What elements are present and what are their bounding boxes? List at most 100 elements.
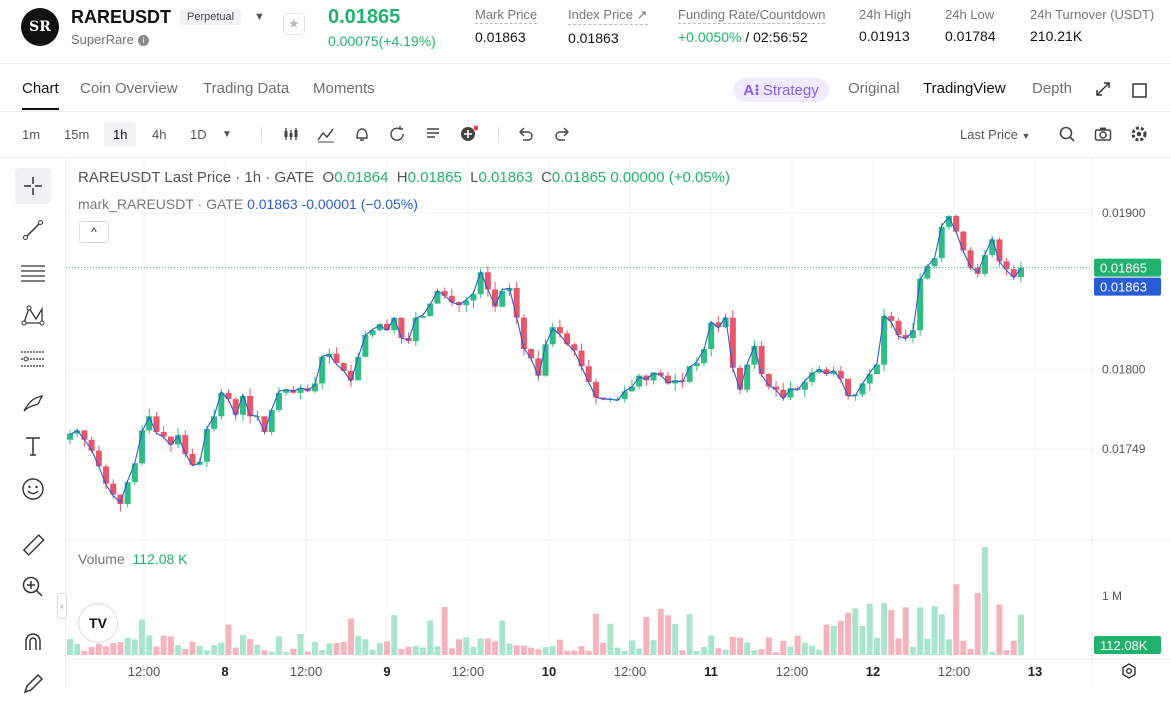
candle-body <box>131 463 138 483</box>
candle-body <box>362 334 369 357</box>
volume-bar <box>117 642 124 655</box>
text-icon[interactable] <box>15 428 51 464</box>
candle-body <box>448 295 455 303</box>
volume-bar <box>139 619 146 655</box>
symbol-title[interactable]: RAREUSDT <box>71 7 172 27</box>
fullscreen-icon[interactable] <box>1132 83 1147 98</box>
horizontal-lines-icon[interactable] <box>15 255 51 291</box>
volume-bar <box>369 649 376 655</box>
trend-line-icon[interactable] <box>15 212 51 248</box>
search-icon[interactable] <box>1058 125 1076 143</box>
timeframe-dropdown-icon[interactable]: ▼ <box>222 129 232 140</box>
countdown-value: / 02:56:52 <box>741 29 808 45</box>
pattern-icon[interactable] <box>15 298 51 334</box>
volume-bar <box>758 649 765 655</box>
tab-moments[interactable]: Moments <box>313 80 375 97</box>
volume-bar <box>189 641 196 655</box>
indicators-icon[interactable] <box>317 125 335 143</box>
candle-body <box>809 372 816 382</box>
candle-body <box>592 381 599 398</box>
add-indicator-icon[interactable] <box>460 125 478 143</box>
stat-value: 0.01863 <box>568 30 619 46</box>
volume-bar <box>275 636 282 655</box>
expand-icon[interactable] <box>1096 82 1110 96</box>
chart-toolbar: 1m 15m 1h 4h 1D ▼ Last Price ▼ <box>0 112 1171 158</box>
candle-body <box>758 345 765 375</box>
volume-bar <box>1003 650 1010 655</box>
volume-bar <box>801 642 808 655</box>
timeframe-4h[interactable]: 4h <box>152 127 167 142</box>
collapse-toolbar-icon[interactable]: ‹ <box>57 593 67 619</box>
favorite-star-icon[interactable]: ★ <box>283 13 305 35</box>
alert-bell-icon[interactable] <box>353 125 371 143</box>
timeframe-15m[interactable]: 15m <box>64 127 90 142</box>
collapse-legend-button[interactable]: ^ <box>79 221 109 243</box>
settings-gear-icon[interactable] <box>1130 125 1148 143</box>
volume-bar <box>88 646 95 655</box>
candle-body <box>110 483 117 495</box>
stat-24h-turnover: 24h Turnover (USDT) 210.21K <box>1030 7 1154 44</box>
tab-trading-data[interactable]: Trading Data <box>203 80 290 97</box>
candle-body <box>398 317 405 339</box>
tab-chart[interactable]: Chart <box>22 80 59 110</box>
mark-legend-change: -0.00001 (−0.05%) <box>301 196 418 212</box>
timeframe-1h[interactable]: 1h <box>104 122 137 147</box>
brush-icon[interactable] <box>15 385 51 421</box>
candle-body <box>103 466 110 484</box>
candle-body <box>744 364 751 390</box>
view-original[interactable]: Original <box>848 80 900 97</box>
volume-bar <box>960 640 967 655</box>
candle-body <box>225 392 232 400</box>
candlestick-chart[interactable]: 0.01900 0.01800 0.01749 12:00 8 12:00 9 12:00 10… <box>66 158 1171 687</box>
view-depth[interactable]: Depth <box>1032 80 1073 97</box>
fib-icon[interactable] <box>15 341 51 377</box>
volume-bar <box>110 643 117 655</box>
candle-body <box>412 317 419 342</box>
volume-bar <box>881 602 888 655</box>
ruler-icon[interactable] <box>15 527 51 563</box>
camera-icon[interactable] <box>1094 125 1112 143</box>
info-icon[interactable]: i <box>137 35 149 46</box>
volume-bar <box>355 636 362 655</box>
volume-bar <box>924 638 931 655</box>
pencil-icon[interactable] <box>15 666 51 702</box>
undo-icon[interactable] <box>517 125 535 143</box>
candle-body <box>751 345 758 365</box>
timeframe-1m[interactable]: 1m <box>22 127 41 142</box>
coin-name: SuperRare i <box>71 32 149 47</box>
candle-body <box>895 320 902 335</box>
candle-body <box>484 272 491 290</box>
replay-icon[interactable] <box>388 125 406 143</box>
tradingview-logo[interactable]: TV <box>79 604 117 642</box>
candle-body <box>203 428 210 462</box>
zoom-in-icon[interactable] <box>15 569 51 605</box>
volume-bar <box>175 645 182 655</box>
volume-bar <box>549 645 556 655</box>
templates-icon[interactable] <box>424 125 442 143</box>
stat-label[interactable]: Mark Price <box>475 7 538 24</box>
tab-coin-overview[interactable]: Coin Overview <box>80 80 178 97</box>
candle-type-icon[interactable] <box>282 125 300 143</box>
x-tick-label: 12:00 <box>776 664 809 679</box>
price-type-select[interactable]: Last Price ▼ <box>960 127 1030 142</box>
redo-icon[interactable] <box>553 125 571 143</box>
chevron-down-icon[interactable]: ▼ <box>254 11 265 23</box>
volume-bar <box>744 642 751 655</box>
volume-bar <box>737 637 744 655</box>
volume-bar <box>463 637 470 655</box>
candle-body <box>765 374 772 387</box>
coin-logo: SR <box>21 8 59 46</box>
crosshair-icon[interactable] <box>15 168 51 204</box>
candle-body <box>95 450 102 467</box>
view-tradingview[interactable]: TradingView <box>923 80 1006 97</box>
chart-settings-icon[interactable] <box>1121 663 1137 679</box>
strategy-button[interactable]: A⁝ Strategy <box>733 78 829 102</box>
magnet-icon[interactable] <box>15 624 51 660</box>
stat-label[interactable]: Index Price ↗ <box>568 7 648 25</box>
volume-bar <box>686 614 693 655</box>
timeframe-1d[interactable]: 1D <box>190 127 207 142</box>
emoji-icon[interactable] <box>15 471 51 507</box>
stat-label[interactable]: Funding Rate/Countdown <box>678 7 826 24</box>
candle-body <box>672 380 679 384</box>
candle-body <box>239 395 246 415</box>
